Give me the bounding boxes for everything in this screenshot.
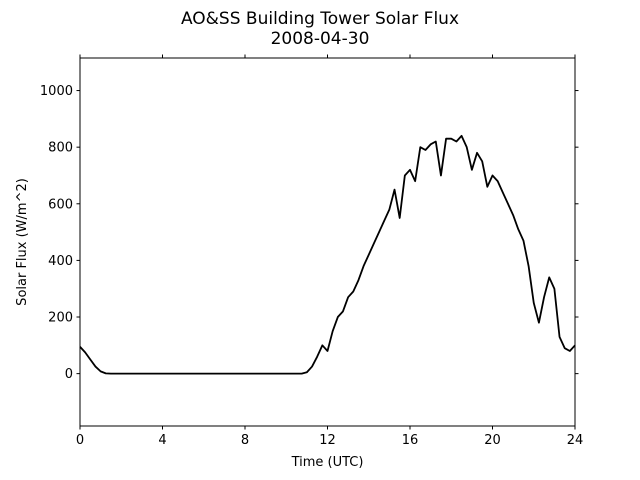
chart-title: AO&SS Building Tower Solar Flux: [181, 9, 459, 29]
y-tick-label: 200: [48, 311, 73, 326]
x-axis-label: Time (UTC): [291, 455, 364, 470]
x-tick-label: 16: [402, 433, 419, 448]
x-tick-label: 0: [76, 433, 84, 448]
chart-subtitle: 2008-04-30: [271, 29, 370, 49]
x-tick-label: 12: [319, 433, 336, 448]
x-tick-label: 24: [567, 433, 584, 448]
x-tick-label: 4: [158, 433, 166, 448]
plot-frame: [79, 57, 576, 427]
y-tick-label: 800: [48, 141, 73, 156]
y-tick-label: 600: [48, 197, 73, 212]
x-tick-label: 8: [241, 433, 249, 448]
y-tick-label: 0: [65, 367, 73, 382]
flux-line: [79, 134, 576, 375]
y-tick-label: 1000: [40, 84, 73, 99]
y-axis-label: Solar Flux (W/m^2): [15, 178, 30, 306]
y-tick-label: 400: [48, 254, 73, 269]
x-tick-label: 20: [484, 433, 501, 448]
